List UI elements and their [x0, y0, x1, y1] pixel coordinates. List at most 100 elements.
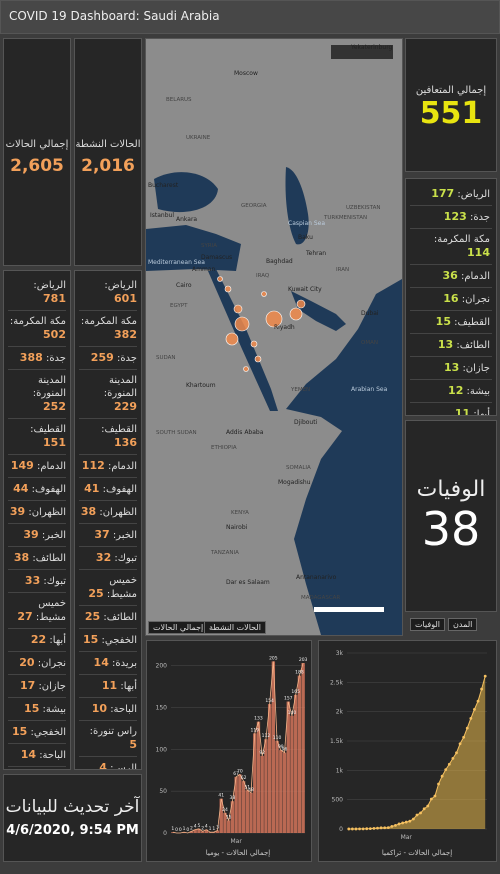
bar: [204, 829, 209, 833]
data-label: 140: [288, 710, 297, 716]
list-row: الدمام: 36: [410, 265, 492, 288]
map-label: Dar es Salaam: [226, 579, 270, 586]
data-label: 0: [175, 827, 178, 833]
bar: [234, 776, 238, 833]
map-label: Baku: [298, 234, 313, 241]
city-count: 12: [448, 384, 464, 397]
circle: [243, 366, 249, 372]
data-label: 99: [278, 744, 284, 750]
data-label: 1: [183, 826, 186, 832]
city-name: الطائف:: [103, 612, 137, 623]
y-tick-label: 2.5k: [330, 679, 344, 686]
point: [368, 827, 372, 830]
data-label: 1: [209, 826, 212, 832]
point: [394, 823, 397, 827]
list-row: الرياض: 177: [410, 183, 492, 206]
point: [433, 794, 437, 798]
scale-bar: [314, 607, 384, 612]
bar: [227, 820, 231, 833]
city-count: 149: [10, 459, 34, 472]
map-label: Antananarivo: [296, 574, 337, 581]
chart-footer: إجمالي الحالات - يوميا: [206, 849, 271, 857]
map-label: Amman: [192, 266, 215, 273]
list-row: بيشة: 15: [8, 698, 66, 721]
circle: [217, 276, 223, 282]
city-name: الدمام:: [36, 461, 66, 472]
circle: [265, 310, 283, 328]
circle: [224, 285, 232, 293]
point: [444, 768, 448, 772]
bar: [197, 828, 201, 833]
city-count: 25: [84, 610, 101, 623]
point: [455, 751, 458, 755]
city-name: الطائف:: [32, 553, 66, 564]
toolbar[interactable]: [331, 45, 393, 59]
map-label: TURKMENISTAN: [323, 215, 367, 221]
point: [386, 826, 390, 829]
map-label: GEORGIA: [241, 203, 267, 209]
bar: [286, 701, 290, 833]
recovered-card: إجمالي المتعافين 551: [405, 38, 497, 172]
x-tick-label: Mar: [401, 834, 413, 841]
chart-footer: إجمالي الحالات - تراكميا: [382, 849, 452, 857]
data-label: 38: [230, 795, 236, 801]
map-label: Moscow: [234, 70, 258, 77]
x-tick-label: Mar: [230, 838, 242, 845]
total-list: الرياض: 781 مكة المكرمة: 502 جدة: 388 المدي…: [3, 270, 71, 770]
city-count: 781: [43, 292, 66, 305]
city-name: بريدة:: [112, 658, 137, 669]
city-count: 15: [83, 633, 99, 646]
city-name: جدة:: [116, 353, 137, 364]
point: [347, 827, 351, 831]
map-label: Cairo: [176, 282, 192, 289]
city-count: 27: [17, 610, 33, 623]
data-label: 1: [171, 826, 174, 832]
map-label: Caspian Sea: [288, 220, 325, 227]
map-tab[interactable]: الحالات النشطة: [204, 621, 266, 634]
right-tab[interactable]: المدن: [448, 618, 478, 631]
map-label: SOMALIA: [286, 465, 311, 471]
map-label: SYRIA: [201, 243, 217, 249]
city-count: 25: [88, 587, 104, 600]
list-row: الباحة: 14: [8, 744, 66, 767]
city-name: الرياض:: [457, 189, 490, 200]
bar: [200, 831, 205, 833]
data-label: 1: [212, 826, 215, 832]
map-label: EGYPT: [170, 303, 188, 309]
list-row: القطيف: 136: [79, 419, 137, 455]
point: [483, 674, 487, 678]
city-name: مكة المكرمة:: [433, 234, 490, 245]
data-label: 41: [218, 793, 224, 799]
point: [372, 826, 376, 830]
point: [415, 813, 419, 817]
list-row: تبوك: 33: [8, 570, 66, 593]
area: [348, 676, 486, 829]
y-tick-label: 1k: [336, 767, 344, 774]
map-label: Baghdad: [266, 258, 293, 265]
list-row: الباحة: 10: [79, 698, 137, 721]
city-name: الهفوف:: [31, 484, 66, 495]
list-row: أبها: 22: [8, 629, 66, 652]
city-name: جازان:: [38, 681, 66, 692]
line-chart-panel: 0 500 1k 1.5k 2k 2.5k 3k Mar إجمالي الحالات - تر…: [318, 640, 497, 862]
list-row: تبوك: 32: [79, 547, 137, 570]
right-tab[interactable]: الوفيات: [410, 618, 445, 631]
bar: [215, 830, 220, 833]
list-row: خميس مشيط: 25: [79, 570, 137, 606]
bar: [241, 781, 246, 833]
point: [476, 699, 480, 703]
point: [426, 804, 430, 808]
city-name: تبوك:: [114, 553, 137, 564]
bar: [189, 831, 194, 833]
point: [350, 827, 354, 831]
point: [422, 807, 426, 811]
list-row: جازان: 13: [410, 357, 492, 380]
map-label: Djibouti: [294, 419, 318, 426]
y-tick-label: 100: [156, 746, 168, 753]
data-label: 154: [265, 698, 274, 704]
data-label: 110: [273, 735, 282, 741]
data-label: 2: [190, 825, 193, 831]
active-card: الحالات النشطة 2,016: [74, 38, 142, 266]
map-tab[interactable]: إجمالي الحالات: [148, 621, 209, 634]
